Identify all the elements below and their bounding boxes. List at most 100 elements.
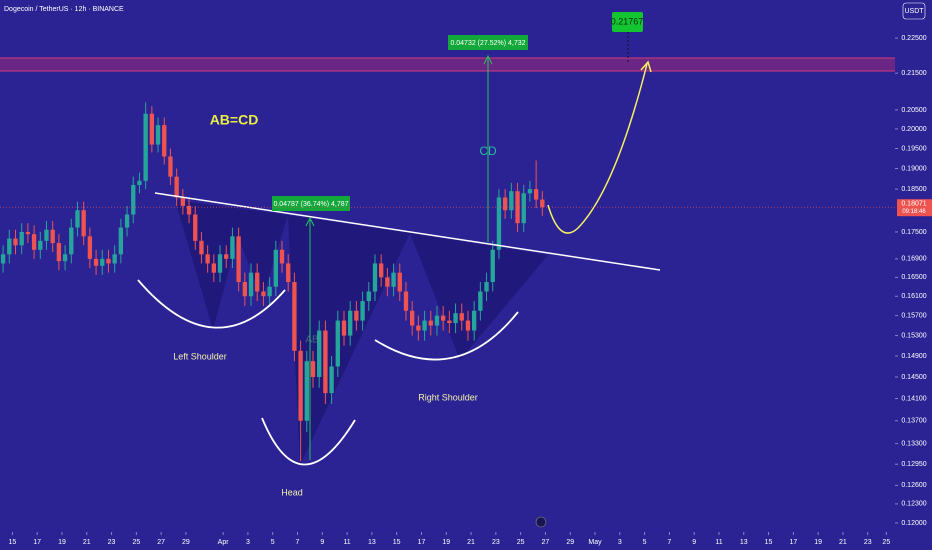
candle-body	[143, 113, 148, 181]
y-tick-label: 0.19000	[901, 165, 926, 172]
candle-body	[261, 291, 266, 297]
candle-body	[397, 272, 402, 292]
candle-body	[81, 210, 86, 237]
x-tick-label: Apr	[218, 539, 230, 546]
candle-body	[527, 189, 533, 194]
candle-body	[7, 238, 12, 255]
candle-body	[317, 330, 322, 377]
x-tick-label: 3	[618, 539, 622, 546]
candle-body	[434, 315, 440, 326]
candle-body	[25, 231, 31, 235]
pattern-label: AB=CD	[210, 112, 259, 128]
candle-body	[440, 315, 446, 321]
x-tick-label: 15	[765, 539, 773, 546]
target-zone	[0, 58, 895, 71]
candle-body	[199, 240, 204, 255]
y-tick-label: 0.14500	[901, 374, 926, 381]
x-tick-label: 23	[108, 539, 116, 546]
candle-body	[248, 272, 254, 297]
x-tick-label: 13	[368, 539, 376, 546]
candle-body	[106, 258, 111, 264]
candle-body	[410, 310, 415, 326]
left-shoulder-label: Left Shoulder	[173, 351, 227, 361]
currency: USDT	[904, 8, 924, 15]
candle-body	[453, 313, 458, 324]
candle-body	[13, 238, 18, 246]
x-tick-label: 19	[58, 539, 66, 546]
y-tick-label: 0.13300	[901, 440, 926, 447]
y-tick-label: 0.21500	[901, 70, 926, 77]
candle-body	[310, 361, 316, 377]
candle-body	[162, 125, 167, 157]
candle-body	[224, 254, 229, 259]
candle-body	[403, 291, 409, 311]
candle-body	[379, 263, 384, 278]
candle-body	[180, 197, 186, 206]
header-title: Dogecoin / TetherUS · 12h · BINANCE	[4, 6, 124, 13]
candle-body	[44, 229, 49, 241]
x-tick-label: 21	[83, 539, 91, 546]
candle-body	[502, 197, 508, 211]
candle-body	[521, 193, 526, 224]
candle-body	[509, 191, 514, 211]
candle-body	[174, 176, 179, 198]
x-tick-label: 7	[296, 539, 300, 546]
projection-arrow	[640, 60, 652, 73]
candle-body	[211, 263, 217, 273]
head-label: Head	[281, 487, 303, 497]
x-tick-label: 9	[320, 539, 324, 546]
event-icon	[535, 516, 547, 528]
y-tick-label: 0.12950	[901, 461, 926, 468]
candle-body	[366, 291, 371, 302]
candle-body	[471, 310, 477, 331]
candle-body	[286, 263, 291, 283]
candle-body	[391, 272, 396, 287]
x-tick-label: 21	[467, 539, 475, 546]
candle-body	[168, 156, 173, 177]
candle-body	[354, 310, 359, 321]
x-tick-label: 23	[864, 539, 872, 546]
x-tick-label: May	[588, 539, 602, 546]
candle-body	[360, 301, 365, 321]
y-tick-label: 0.18500	[901, 186, 926, 193]
right-shoulder-label: Right Shoulder	[418, 392, 478, 402]
candle-body	[533, 189, 539, 200]
measure-label: 0.04732 (27.52%) 4,732	[450, 40, 525, 47]
candle-body	[341, 320, 347, 336]
candle-body	[100, 258, 105, 266]
candle-body	[62, 254, 68, 262]
candle-body	[137, 180, 142, 185]
candle-body	[465, 320, 471, 331]
candle-body	[242, 282, 247, 297]
candle-body	[124, 214, 130, 228]
candle-body	[273, 249, 278, 287]
y-tick-label: 0.20000	[901, 126, 926, 133]
x-tick-label: 15	[393, 539, 401, 546]
x-tick-label: 17	[418, 539, 426, 546]
candle-body	[31, 234, 37, 250]
candle-body	[428, 320, 433, 326]
left-shoulder-pattern	[175, 200, 288, 330]
y-tick-label: 0.22500	[901, 35, 926, 42]
x-tick-label: 21	[839, 539, 847, 546]
candle-body	[447, 320, 452, 324]
x-tick-label: 11	[715, 539, 722, 546]
candle-body	[193, 214, 198, 241]
x-tick-label: 17	[789, 539, 797, 546]
candle-body	[112, 254, 117, 264]
y-tick-label: 0.13700	[901, 418, 926, 425]
target-box	[612, 12, 643, 32]
last-price-label: 0.18071	[901, 201, 926, 208]
currency-box	[902, 2, 926, 20]
measure-box	[448, 35, 528, 50]
candle-body	[267, 286, 272, 297]
x-tick-label: 5	[643, 539, 647, 546]
x-tick-label: 27	[157, 539, 165, 546]
axes: 0.22500 0.21500 0.20500 0.20000 0.19500 0.190…	[0, 35, 932, 546]
candle-body	[236, 236, 241, 283]
x-tick-label: 23	[492, 539, 500, 546]
y-tick-label: 0.16500	[901, 274, 926, 281]
candle-body	[56, 243, 62, 262]
countdown: 09:18:46	[902, 209, 926, 215]
